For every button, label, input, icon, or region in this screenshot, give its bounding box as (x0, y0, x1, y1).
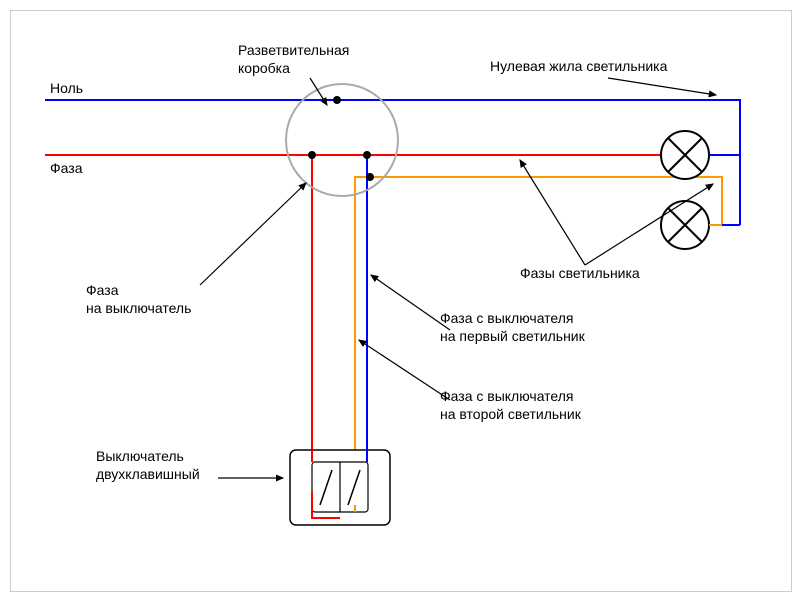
junction-dot (308, 151, 316, 159)
label-phases-lamp: Фазы светильника (520, 265, 640, 283)
arrow-phase-lamp-a (520, 160, 585, 265)
label-neutral-lamp: Нулевая жила светильника (490, 58, 667, 76)
double-switch (290, 450, 390, 525)
junction-dot (333, 96, 341, 104)
label-null: Ноль (50, 80, 83, 98)
arrow-neutral-lamp (608, 78, 716, 95)
label-junction-box: Разветвительная коробка (238, 42, 349, 77)
junction-dot (366, 173, 374, 181)
arrow-return-first (371, 275, 450, 330)
junction-dot (363, 151, 371, 159)
label-switch: Выключатель двухклавишный (96, 448, 200, 483)
label-return-first: Фаза с выключателя на первый светильник (440, 310, 585, 345)
lamp-1 (661, 131, 740, 179)
arrow-phase-to-switch (200, 183, 306, 285)
arrow-return-second (359, 340, 450, 400)
label-phase-to-switch: Фаза на выключатель (86, 282, 191, 317)
label-phase: Фаза (50, 160, 82, 178)
lamp-2 (661, 201, 740, 249)
label-return-second: Фаза с выключателя на второй светильник (440, 388, 581, 423)
